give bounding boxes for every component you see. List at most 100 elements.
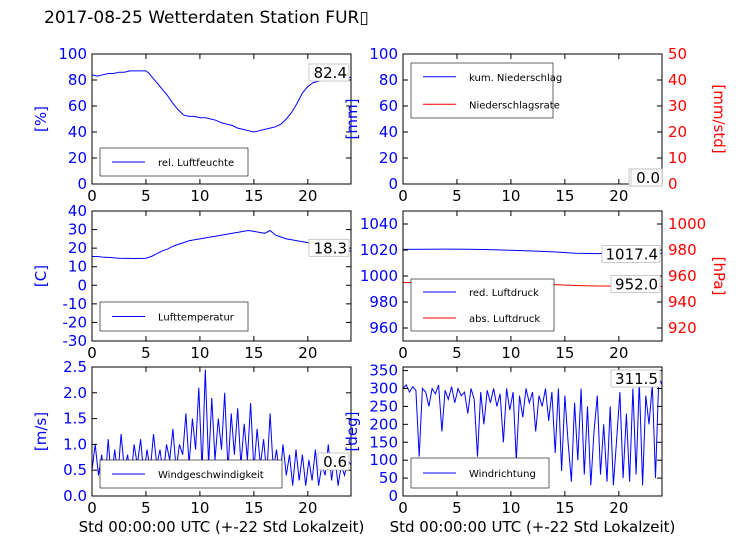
- y-tick-label: 20: [379, 149, 398, 167]
- y-tick-label: 1020: [360, 241, 398, 259]
- y-tick-label: 980: [369, 293, 398, 311]
- last-value-humidity: 82.4: [314, 64, 347, 82]
- y2-tick-label: 940: [668, 293, 697, 311]
- y-axis-label: [deg]: [343, 412, 361, 452]
- x-tick-label: 0: [87, 499, 97, 517]
- x-tick-label: 10: [190, 187, 209, 205]
- x-tick-label: 10: [501, 499, 520, 517]
- x-tick-label: 0: [87, 187, 97, 205]
- y-tick-label: 1000: [360, 267, 398, 285]
- chart-precip: 0 5 10 15 20 0 20 40 60 80 100 0 10 20 30 40 50 [mm] [mm/s…: [343, 45, 728, 205]
- last-value-pressure: 1017.4: [606, 245, 659, 263]
- legend-label: Lufttemperatur: [158, 313, 235, 324]
- last-value-wind: 0.6: [323, 453, 347, 471]
- y-tick-label: 80: [68, 71, 87, 89]
- x-tick-label: 15: [555, 499, 574, 517]
- axes-frame: [402, 53, 663, 185]
- y-tick-label: 200: [369, 415, 398, 433]
- x-tick-label: 20: [298, 344, 317, 362]
- x-tick-label: 10: [190, 344, 209, 362]
- chart-pressure: 0 5 10 15 20 960 980 1000 1020 1040 920 940 960 980 10…: [360, 210, 728, 362]
- legend-label: abs. Luftdruck: [469, 314, 540, 325]
- y2-tick-label: 50: [668, 45, 687, 63]
- x-tick-label: 0: [87, 344, 97, 362]
- last-value-temp: 18.3: [314, 239, 347, 257]
- y-tick-label: 0.0: [63, 487, 87, 505]
- legend-box: [99, 459, 283, 489]
- x-tick-label: 15: [244, 499, 263, 517]
- x-tick-label: 15: [555, 187, 574, 205]
- y-tick-label: 20: [68, 239, 87, 257]
- y-tick-label: 250: [369, 397, 398, 415]
- y-tick-label: 100: [369, 451, 398, 469]
- y-axis-label: [m/s]: [32, 412, 50, 451]
- y2-tick-label: 980: [668, 241, 697, 259]
- x-axis-label: Std 00:00:00 UTC (+-22 Std Lokalzeit): [390, 518, 676, 536]
- x-tick-label: 15: [244, 344, 263, 362]
- y2-tick-label: 30: [668, 97, 687, 115]
- legend-label: kum. Niederschlag: [469, 73, 562, 84]
- legend-label: Windrichtung: [469, 469, 536, 480]
- x-tick-label: 20: [609, 187, 628, 205]
- x-tick-label: 5: [452, 499, 462, 517]
- x-tick-label: 20: [609, 344, 628, 362]
- y-tick-label: 300: [369, 380, 398, 398]
- x-tick-label: 5: [141, 344, 151, 362]
- y-tick-label: 40: [379, 123, 398, 141]
- y-axis-label: [%]: [32, 106, 50, 132]
- legend-label: red. Luftdruck: [469, 288, 539, 299]
- y-tick-label: 2.5: [63, 358, 87, 376]
- y-axis-label: [C]: [32, 265, 50, 287]
- y-tick-label: 2.0: [63, 384, 87, 402]
- y-tick-label: 80: [379, 71, 398, 89]
- series-line-temp-0: [92, 229, 351, 260]
- x-tick-label: 0: [398, 499, 408, 517]
- y-tick-label: 0: [388, 175, 398, 193]
- y2-tick-label: 0: [668, 175, 678, 193]
- y-tick-label: 350: [369, 362, 398, 380]
- y-tick-label: -20: [63, 313, 88, 331]
- x-tick-label: 0: [398, 344, 408, 362]
- y-tick-label: 0: [77, 276, 87, 294]
- y2-tick-label: 920: [668, 319, 697, 337]
- y-tick-label: 960: [369, 319, 398, 337]
- y-tick-label: 100: [369, 45, 398, 63]
- y2-tick-label: 40: [668, 71, 687, 89]
- legend-label: Niederschlagsrate: [469, 100, 560, 111]
- chart-wind: 0 5 10 15 20 0.0 0.5 1.0 1.5 2.0 2.5 [m/s] Std 00:00…: [32, 358, 364, 536]
- x-tick-label: 15: [244, 187, 263, 205]
- y-tick-label: 20: [68, 149, 87, 167]
- x-axis-label: Std 00:00:00 UTC (+-22 Std Lokalzeit): [79, 518, 365, 536]
- chart-temp: 0 5 10 15 20-30-20-10010203040[C]18.3Lufttem…: [32, 202, 352, 362]
- x-tick-label: 5: [141, 499, 151, 517]
- x-tick-label: 10: [501, 187, 520, 205]
- series-line-direction-0: [403, 377, 662, 486]
- figure-title: 2017-08-25 Wetterdaten Station FUR▯: [44, 8, 369, 28]
- x-tick-label: 10: [190, 499, 209, 517]
- y-tick-label: 1.5: [63, 410, 87, 428]
- axes-frame: [91, 210, 352, 342]
- axes-frame: [402, 366, 663, 497]
- y-tick-label: 0: [77, 175, 87, 193]
- y-tick-label: 10: [68, 258, 87, 276]
- y-tick-label: 60: [379, 97, 398, 115]
- y2-tick-label: 960: [668, 267, 697, 285]
- legend-box: [410, 278, 555, 332]
- last-value2-precip: 0.0: [636, 169, 660, 187]
- legend-box: [410, 62, 554, 119]
- axes-frame: [91, 53, 352, 185]
- legend-label: rel. Luftfeuchte: [158, 158, 234, 169]
- y-tick-label: 150: [369, 433, 398, 451]
- y2-tick-label: 20: [668, 123, 687, 141]
- y2-axis-label: [hPa]: [710, 257, 728, 296]
- x-tick-label: 10: [501, 344, 520, 362]
- y-tick-label: 50: [379, 469, 398, 487]
- y2-tick-label: 1000: [668, 215, 706, 233]
- last-value-direction: 311.5: [615, 370, 658, 388]
- y-tick-label: 100: [58, 45, 87, 63]
- y-axis-label: [mm]: [343, 99, 361, 140]
- series-line-humidity-0: [92, 70, 351, 133]
- y-tick-label: 40: [68, 123, 87, 141]
